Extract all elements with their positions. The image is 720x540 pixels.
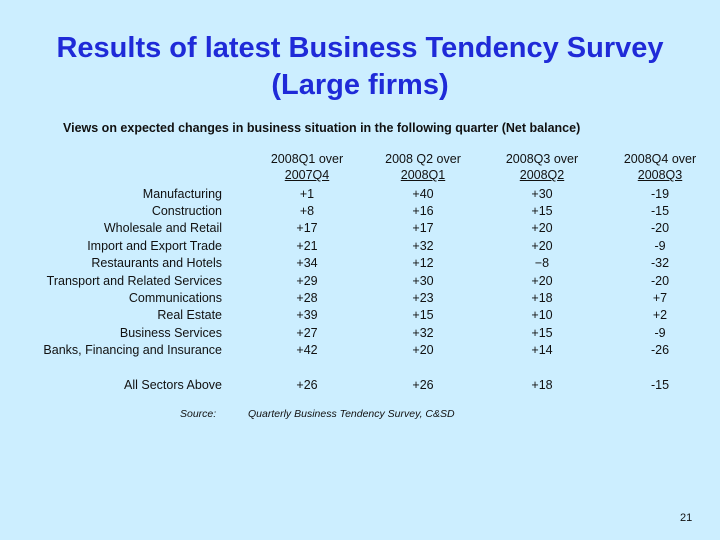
table-cell: +14 [531,343,553,357]
table-cell: +30 [531,187,553,201]
table-cell: +17 [296,221,318,235]
page-number: 21 [680,512,693,524]
column-header-line2: 2007Q4 [284,168,330,182]
table-cell: -26 [650,343,670,357]
table-cell: +27 [296,326,318,340]
table-cell: -9 [654,326,666,340]
table-cell: -9 [654,239,666,253]
table-cell: +39 [296,308,318,322]
table-cell: +20 [412,343,434,357]
row-label: Manufacturing [142,187,222,201]
table-cell: +15 [531,326,553,340]
table-row: Restaurants and Hotels +34 +12 −8 -32 [0,255,720,272]
table-cell: +15 [531,204,553,218]
table-row: Business Services +27 +32 +15 -9 [0,325,720,342]
table-cell: +18 [531,378,553,392]
table-cell: +23 [412,291,434,305]
total-row: All Sectors Above +26 +26 +18 -15 [0,377,720,394]
row-label: Real Estate [157,308,222,322]
table-row: Real Estate +39 +15 +10 +2 [0,307,720,324]
table-cell: +40 [412,187,434,201]
table-subtitle: Views on expected changes in business si… [63,121,581,135]
row-label: Import and Export Trade [87,239,222,253]
table-cell: +29 [296,274,318,288]
table-cell: +7 [652,291,668,305]
row-label: Transport and Related Services [46,274,222,288]
source-label: Source: [180,408,217,420]
table-cell: +2 [652,308,668,322]
table-cell: +20 [531,274,553,288]
column-header-2: 2008 Q2 over 2008Q1 [368,151,478,183]
column-header-line2: 2008Q2 [519,168,565,182]
row-label: Wholesale and Retail [103,221,222,235]
row-label: Restaurants and Hotels [91,256,222,270]
column-header-line2: 2008Q3 [637,168,683,182]
table-cell: +1 [299,187,315,201]
table-cell: +12 [412,256,434,270]
table-cell: +18 [531,291,553,305]
column-header-4: 2008Q4 over 2008Q3 [605,151,715,183]
table-cell: +42 [296,343,318,357]
table-cell: +8 [299,204,315,218]
table-row: Import and Export Trade +21 +32 +20 -9 [0,238,720,255]
table-cell: -19 [650,187,670,201]
column-header-3: 2008Q3 over 2008Q2 [487,151,597,183]
column-header-line2: 2008Q1 [400,168,446,182]
title-line-2: (Large firms) [271,69,449,101]
title-line-1: Results of latest Business Tendency Surv… [56,32,664,64]
table-cell: -20 [650,274,670,288]
table-cell: +26 [296,378,318,392]
table-cell: +17 [412,221,434,235]
table-cell: -32 [650,256,670,270]
table-cell: +21 [296,239,318,253]
table-row: Manufacturing +1 +40 +30 -19 [0,186,720,203]
table-cell: +20 [531,221,553,235]
row-label: Banks, Financing and Insurance [43,343,222,357]
table-row: Wholesale and Retail +17 +17 +20 -20 [0,220,720,237]
table-cell: +26 [412,378,434,392]
total-label: All Sectors Above [124,378,222,392]
column-header-line1: 2008Q4 over [623,152,697,166]
row-label: Business Services [119,326,222,340]
column-header-line1: 2008Q3 over [505,152,579,166]
slide-title: Results of latest Business Tendency Surv… [0,30,720,104]
table-cell: +30 [412,274,434,288]
table-row: Transport and Related Services +29 +30 +… [0,273,720,290]
table-cell: +32 [412,326,434,340]
row-label: Communications [128,291,222,305]
table-cell: -15 [650,378,670,392]
column-header-line1: 2008Q1 over [270,152,344,166]
table-cell: −8 [534,256,550,270]
table-cell: +28 [296,291,318,305]
table-row: Banks, Financing and Insurance +42 +20 +… [0,342,720,359]
source-text: Quarterly Business Tendency Survey, C&SD [248,408,455,420]
table-cell: +16 [412,204,434,218]
table-row: Communications +28 +23 +18 +7 [0,290,720,307]
table-cell: -20 [650,221,670,235]
table-cell: +32 [412,239,434,253]
table-cell: -15 [650,204,670,218]
table-cell: +20 [531,239,553,253]
table-cell: +10 [531,308,553,322]
table-cell: +34 [296,256,318,270]
table-row: Construction +8 +16 +15 -15 [0,203,720,220]
column-header-line1: 2008 Q2 over [385,152,461,166]
row-label: Construction [151,204,222,218]
table-cell: +15 [412,308,434,322]
column-header-1: 2008Q1 over 2007Q4 [252,151,362,183]
